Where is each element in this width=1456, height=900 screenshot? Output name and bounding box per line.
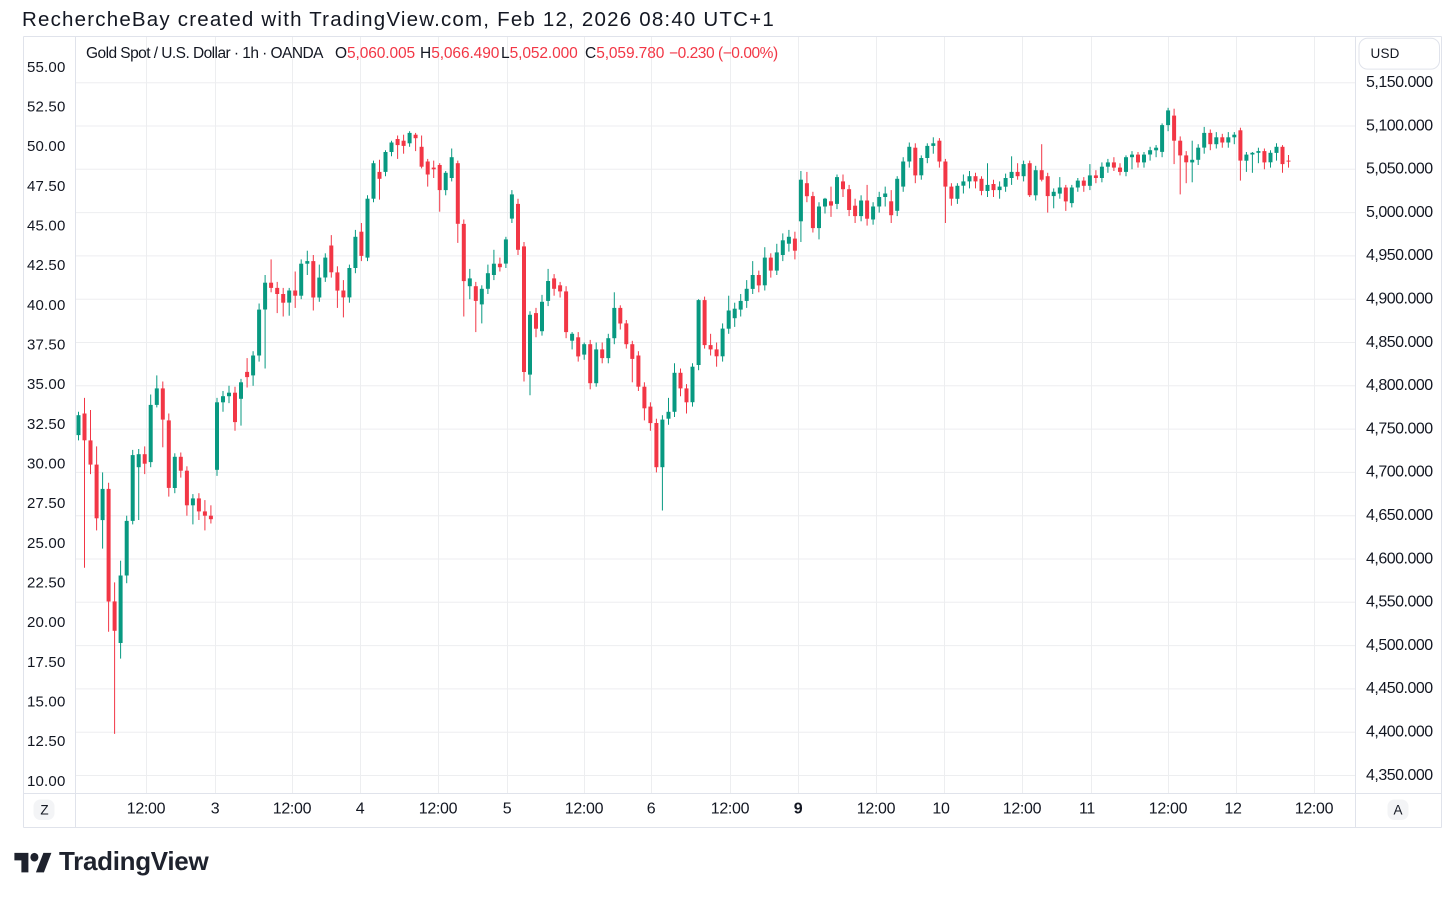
svg-text:15.00: 15.00 xyxy=(27,694,66,711)
svg-text:10.00: 10.00 xyxy=(27,773,66,790)
svg-text:4,900.000: 4,900.000 xyxy=(1366,291,1433,308)
svg-text:5,060.005: 5,060.005 xyxy=(347,45,415,62)
svg-text:52.50: 52.50 xyxy=(27,99,66,116)
svg-text:6: 6 xyxy=(647,801,656,818)
svg-text:Z: Z xyxy=(40,803,48,818)
svg-text:4,400.000: 4,400.000 xyxy=(1366,724,1433,741)
svg-text:USD: USD xyxy=(1371,46,1400,61)
svg-text:40.00: 40.00 xyxy=(27,297,66,314)
svg-text:4,350.000: 4,350.000 xyxy=(1366,767,1433,784)
svg-text:37.50: 37.50 xyxy=(27,337,66,354)
svg-text:5,100.000: 5,100.000 xyxy=(1366,117,1433,134)
svg-text:27.50: 27.50 xyxy=(27,495,66,512)
svg-text:4,700.000: 4,700.000 xyxy=(1366,464,1433,481)
svg-text:O: O xyxy=(335,45,347,62)
svg-text:5,150.000: 5,150.000 xyxy=(1366,74,1433,91)
svg-text:3: 3 xyxy=(211,801,220,818)
svg-text:5,000.000: 5,000.000 xyxy=(1366,204,1433,221)
svg-text:4,500.000: 4,500.000 xyxy=(1366,637,1433,654)
svg-text:4: 4 xyxy=(356,801,365,818)
svg-text:4,600.000: 4,600.000 xyxy=(1366,550,1433,567)
svg-text:4,550.000: 4,550.000 xyxy=(1366,594,1433,611)
svg-text:12:00: 12:00 xyxy=(1149,801,1188,818)
svg-text:11: 11 xyxy=(1079,801,1095,818)
svg-text:TradingView: TradingView xyxy=(59,846,209,876)
svg-text:55.00: 55.00 xyxy=(27,59,66,76)
svg-text:12:00: 12:00 xyxy=(565,801,604,818)
svg-text:4,850.000: 4,850.000 xyxy=(1366,334,1433,351)
svg-text:A: A xyxy=(1393,803,1402,818)
svg-text:RechercheBay created with Trad: RechercheBay created with TradingView.co… xyxy=(22,8,775,31)
svg-text:12:00: 12:00 xyxy=(857,801,896,818)
svg-text:H: H xyxy=(420,45,431,62)
svg-text:12:00: 12:00 xyxy=(273,801,312,818)
svg-text:5: 5 xyxy=(503,801,512,818)
svg-text:12:00: 12:00 xyxy=(127,801,166,818)
svg-text:C: C xyxy=(585,45,596,62)
svg-text:12:00: 12:00 xyxy=(711,801,750,818)
svg-text:42.50: 42.50 xyxy=(27,257,66,274)
svg-text:4,800.000: 4,800.000 xyxy=(1366,377,1433,394)
svg-text:45.00: 45.00 xyxy=(27,218,66,235)
svg-text:12:00: 12:00 xyxy=(1003,801,1042,818)
svg-text:5,052.000: 5,052.000 xyxy=(510,45,579,62)
svg-text:5,059.780: 5,059.780 xyxy=(596,45,665,62)
svg-text:12: 12 xyxy=(1224,801,1242,818)
svg-text:4,650.000: 4,650.000 xyxy=(1366,507,1433,524)
svg-text:25.00: 25.00 xyxy=(27,535,66,552)
svg-text:10: 10 xyxy=(932,801,950,818)
svg-text:32.50: 32.50 xyxy=(27,416,66,433)
svg-text:30.00: 30.00 xyxy=(27,456,66,473)
svg-text:−0.230 (−0.00%): −0.230 (−0.00%) xyxy=(669,45,778,62)
svg-text:12:00: 12:00 xyxy=(1295,801,1334,818)
svg-text:20.00: 20.00 xyxy=(27,614,66,631)
svg-text:Gold Spot / U.S. Dollar · 1h ·: Gold Spot / U.S. Dollar · 1h · OANDA xyxy=(86,45,324,62)
svg-text:22.50: 22.50 xyxy=(27,575,66,592)
svg-text:5,050.000: 5,050.000 xyxy=(1366,161,1433,178)
svg-text:50.00: 50.00 xyxy=(27,138,66,155)
svg-text:4,450.000: 4,450.000 xyxy=(1366,680,1433,697)
svg-text:12:00: 12:00 xyxy=(419,801,458,818)
svg-text:4,750.000: 4,750.000 xyxy=(1366,420,1433,437)
svg-text:47.50: 47.50 xyxy=(27,178,66,195)
svg-text:9: 9 xyxy=(794,801,803,818)
svg-text:5,066.490: 5,066.490 xyxy=(431,45,500,62)
svg-text:4,950.000: 4,950.000 xyxy=(1366,247,1433,264)
svg-text:L: L xyxy=(501,45,510,62)
svg-text:12.50: 12.50 xyxy=(27,733,66,750)
svg-text:35.00: 35.00 xyxy=(27,376,66,393)
svg-text:17.50: 17.50 xyxy=(27,654,66,671)
